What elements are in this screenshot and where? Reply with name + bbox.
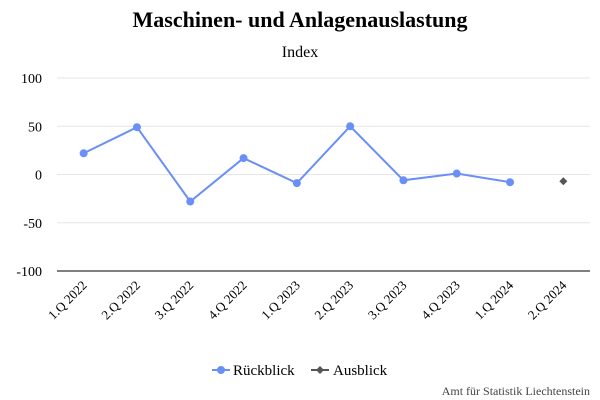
- x-tick-label: 4.Q 2022: [205, 278, 250, 323]
- y-tick-label: 100: [21, 72, 42, 87]
- data-point[interactable]: [79, 149, 88, 158]
- legend-item-ausblick[interactable]: Ausblick: [311, 363, 388, 379]
- data-point[interactable]: [346, 122, 355, 131]
- legend-marker-diamond-icon: [316, 366, 324, 374]
- x-tick-label: 4.Q 2023: [418, 278, 463, 323]
- x-tick-label: 2.Q 2023: [311, 278, 356, 323]
- data-point[interactable]: [292, 179, 301, 188]
- y-tick-label: -100: [16, 265, 42, 280]
- x-tick-label: 2.Q 2024: [525, 277, 570, 322]
- data-point[interactable]: [506, 178, 515, 187]
- x-tick-label: 1.Q 2023: [258, 278, 303, 323]
- grid-layer: [57, 77, 590, 272]
- x-tick-label: 1.Q 2022: [45, 278, 90, 323]
- data-point[interactable]: [399, 176, 408, 185]
- series-line-0: [83, 124, 511, 203]
- series-layer: [79, 122, 568, 206]
- data-point[interactable]: [186, 197, 195, 206]
- data-point[interactable]: [452, 169, 461, 178]
- legend-item-rueckblick[interactable]: Rückblick: [212, 363, 295, 379]
- chart-title: Maschinen- und Anlagenauslastung: [133, 7, 468, 32]
- legend-label-rueckblick: Rückblick: [233, 363, 295, 379]
- x-tick-label: 3.Q 2022: [152, 278, 197, 323]
- credits: Amt für Statistik Liechtenstein: [442, 384, 590, 398]
- x-tick-label: 1.Q 2024: [471, 277, 516, 322]
- data-point[interactable]: [132, 123, 141, 132]
- legend-marker-circle-icon: [217, 366, 225, 374]
- x-tick-label: 2.Q 2022: [98, 278, 143, 323]
- data-point[interactable]: [559, 177, 568, 186]
- legend: Rückblick Ausblick: [212, 363, 388, 379]
- y-axis: 100 50 0 -50 -100: [16, 72, 42, 280]
- x-axis: 1.Q 2022 2.Q 2022 3.Q 2022 4.Q 2022 1.Q 2023…: [45, 277, 570, 322]
- data-point[interactable]: [239, 154, 248, 163]
- y-tick-label: 0: [35, 169, 42, 184]
- x-tick-label: 3.Q 2023: [365, 278, 410, 323]
- legend-label-ausblick: Ausblick: [333, 363, 388, 379]
- y-tick-label: -50: [23, 217, 42, 232]
- chart-subtitle: Index: [282, 44, 318, 61]
- y-tick-label: 50: [28, 120, 42, 135]
